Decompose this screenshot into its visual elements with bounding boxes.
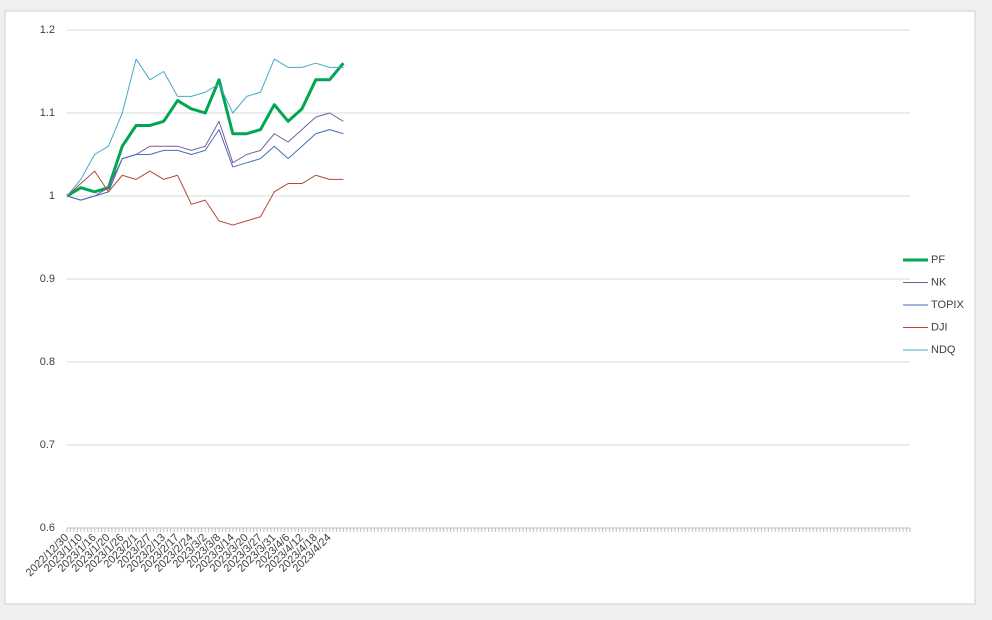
y-tick-label: 1.1 [40,107,55,119]
legend-label: PF [931,254,945,266]
series-line [66,129,344,201]
series-line [66,62,345,198]
y-tick-label: 0.9 [40,273,55,285]
series-line [66,112,344,201]
legend-label: NDQ [931,344,956,356]
y-tick-label: 0.6 [40,522,55,534]
series-line [66,170,344,226]
legend-label: TOPIX [931,299,964,311]
legend-label: DJI [931,321,948,333]
chart-area [4,10,976,605]
y-tick-label: 1 [49,190,55,202]
y-tick-label: 0.8 [40,356,55,368]
y-tick-label: 1.2 [40,24,55,36]
legend-label: NK [931,276,947,288]
series-line [66,58,344,197]
y-tick-label: 0.7 [40,439,55,451]
